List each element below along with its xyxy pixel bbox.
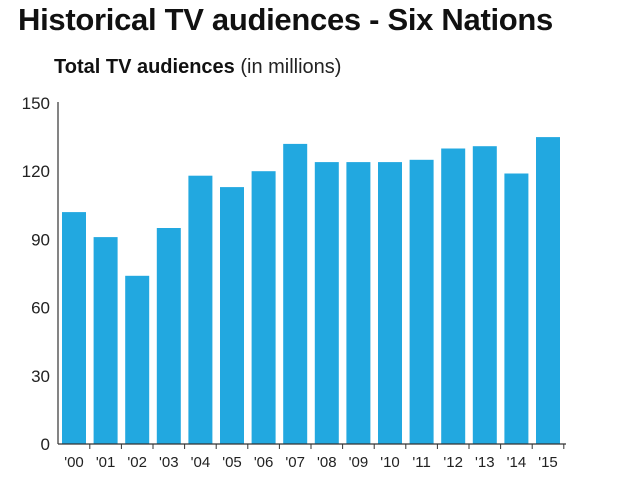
y-tick-label: 150 <box>22 94 50 113</box>
y-tick-label: 90 <box>31 230 50 249</box>
x-tick-label: '00 <box>64 454 84 471</box>
y-tick-label: 30 <box>31 367 50 386</box>
bar-2 <box>125 275 150 444</box>
y-tick-label: 120 <box>22 162 50 181</box>
bar-10 <box>378 162 402 444</box>
y-axis: 0 30 60 90 120 150 <box>22 94 59 454</box>
x-tick-label: '04 <box>191 454 211 471</box>
x-tick-label: '12 <box>443 454 463 471</box>
x-tick-label: '13 <box>475 454 495 471</box>
x-tick-label: '11 <box>412 454 430 471</box>
x-tick-label: '08 <box>317 454 337 471</box>
y-tick-label: 0 <box>41 435 50 454</box>
bar-9 <box>346 162 371 444</box>
bar-11 <box>409 159 434 445</box>
bar-13 <box>472 146 497 444</box>
bar-15 <box>536 137 560 444</box>
x-tick-label: '09 <box>349 454 369 471</box>
subtitle-main: Total TV audiences <box>54 56 235 78</box>
x-tick-label: '14 <box>507 454 527 471</box>
bar-12 <box>441 148 466 444</box>
bar-6 <box>251 171 276 444</box>
x-axis: '00 '01 '02 '03 '04 '05 '06 '07 '08 '09 '10 '11 '12 '… <box>58 443 566 471</box>
subtitle-unit: (in millions) <box>240 56 342 78</box>
bar-4 <box>188 175 213 444</box>
y-tick-label: 60 <box>31 299 50 318</box>
bar-3 <box>156 228 181 444</box>
bar-14 <box>504 173 529 444</box>
bar-5 <box>220 187 244 444</box>
x-tick-label: '05 <box>222 454 242 471</box>
x-tick-label: '10 <box>380 454 400 471</box>
chart-title: Historical TV audiences - Six Nations <box>18 2 554 37</box>
x-tick-label: '02 <box>127 454 147 471</box>
bar-7 <box>283 143 308 444</box>
bars <box>62 137 560 445</box>
x-tick-label: '03 <box>159 454 179 471</box>
x-tick-label: '01 <box>96 454 116 471</box>
x-tick-label: '07 <box>285 454 305 471</box>
chart-subtitle: Total TV audiences (in millions) <box>54 56 341 79</box>
x-tick-label: '15 <box>538 454 558 471</box>
bar-8 <box>314 162 339 444</box>
x-tick-label: '06 <box>254 454 274 471</box>
bar-1 <box>93 237 118 444</box>
bar-0 <box>62 212 86 444</box>
